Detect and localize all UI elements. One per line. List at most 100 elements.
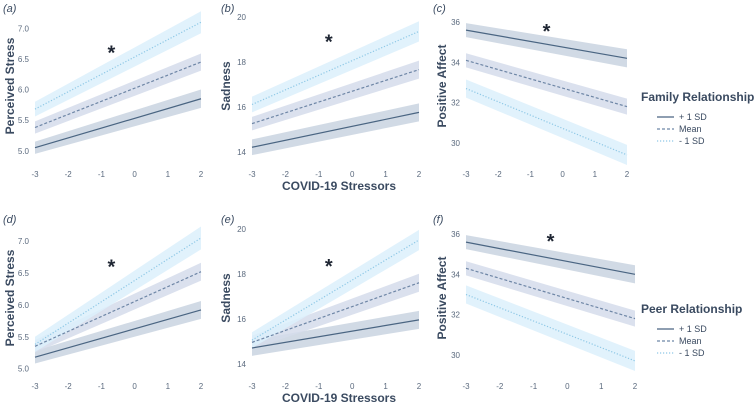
x-tick-label: 2 <box>417 382 422 391</box>
y-tick-label: 5.5 <box>18 116 30 125</box>
y-axis-label: Perceived Stress <box>3 249 17 346</box>
x-tick-label: -2 <box>282 170 290 179</box>
ci-band-mean <box>252 273 419 350</box>
y-tick-label: 30 <box>451 351 460 360</box>
y-tick-label: 16 <box>237 103 246 112</box>
x-tick-label: 0 <box>132 170 137 179</box>
series-line-mean <box>34 271 202 347</box>
x-tick-label: 2 <box>625 170 630 179</box>
series-line-minus1 <box>465 293 636 362</box>
legend-family: Family Relationship + 1 SD Mean - 1 SD <box>641 90 754 146</box>
x-tick-label: 0 <box>350 382 355 391</box>
significance-marker: * <box>325 256 333 278</box>
x-tick-label: -1 <box>527 170 535 179</box>
y-tick-label: 7.0 <box>18 24 30 33</box>
significance-marker: * <box>325 31 333 53</box>
chart-panel: (b) Sadness 14 16 18 20 -3 -2 -1 0 1 2 * <box>219 3 422 179</box>
y-tick-label: 14 <box>237 148 246 157</box>
x-tick-label: -1 <box>98 382 106 391</box>
y-tick-label: 6.0 <box>18 86 30 95</box>
series-line-minus1 <box>465 87 628 156</box>
ci-band-plus1 <box>466 235 635 284</box>
x-tick-label: -1 <box>315 382 323 391</box>
x-tick-label: 1 <box>383 382 388 391</box>
legend-title-family: Family Relationship <box>641 90 754 104</box>
x-tick-label: 1 <box>166 382 171 391</box>
x-tick-label: -3 <box>31 170 39 179</box>
ci-band-plus1 <box>466 23 627 68</box>
x-tick-label: -2 <box>65 382 73 391</box>
legend-label-minus1: - 1 SD <box>679 136 705 146</box>
x-tick-label: 0 <box>565 382 570 391</box>
y-tick-label: 32 <box>451 99 460 108</box>
x-tick-label: -1 <box>530 382 538 391</box>
x-tick-label: 0 <box>132 382 137 391</box>
series-line-plus1 <box>251 111 420 148</box>
legend-label-mean: Mean <box>679 336 702 346</box>
x-tick-label: -3 <box>31 382 39 391</box>
chart-panel: (e) Sadness 14 16 18 20 -3 -2 -1 0 1 2 * <box>219 214 422 391</box>
y-tick-label: 14 <box>237 360 246 369</box>
series-line-plus1 <box>251 319 420 349</box>
panel-label: (f) <box>433 214 444 226</box>
series-line-mean <box>251 69 420 125</box>
y-tick-label: 36 <box>451 18 460 27</box>
legend-label-mean: Mean <box>679 124 702 134</box>
shared-xlabel-top: COVID-19 Stressors <box>282 179 396 193</box>
x-tick-label: 0 <box>350 170 355 179</box>
x-tick-label: 1 <box>599 382 604 391</box>
x-tick-label: -2 <box>495 170 503 179</box>
y-tick-label: 30 <box>451 139 460 148</box>
series-line-plus1 <box>34 98 202 149</box>
x-tick-label: -3 <box>462 170 470 179</box>
series-line-plus1 <box>465 29 628 59</box>
y-tick-label: 5.0 <box>18 147 30 156</box>
significance-marker: * <box>543 21 551 43</box>
significance-marker: * <box>107 43 115 65</box>
legend-title-peer: Peer Relationship <box>641 302 742 316</box>
series-line-mean <box>465 59 628 108</box>
x-tick-label: 2 <box>199 382 204 391</box>
chart-panel: (d) Perceived Stress 5.0 5.5 6.0 6.5 7.0 -3 -2 -1… <box>3 214 204 391</box>
y-tick-label: 20 <box>237 225 246 234</box>
series-line-mean <box>251 282 420 343</box>
legend-label-plus1: + 1 SD <box>679 112 707 122</box>
y-tick-label: 32 <box>451 311 460 320</box>
x-tick-label: -1 <box>315 170 323 179</box>
ci-band-mean <box>466 53 627 115</box>
y-tick-label: 18 <box>237 270 246 279</box>
x-tick-label: 2 <box>417 170 422 179</box>
panel-label: (d) <box>3 214 17 226</box>
y-tick-label: 6.5 <box>18 55 30 64</box>
chart-panel: (a) Perceived Stress 5.0 5.5 6.0 6.5 7.0 -3 -2 -1… <box>3 3 204 179</box>
panel-label: (a) <box>3 3 17 15</box>
y-axis-label: Positive Affect <box>435 45 449 128</box>
y-tick-label: 36 <box>451 230 460 239</box>
ci-band-mean <box>35 53 201 134</box>
y-axis-label: Sadness <box>219 61 233 111</box>
x-tick-label: -3 <box>248 382 256 391</box>
series-line-mean <box>465 267 636 320</box>
y-tick-label: 5.0 <box>18 365 30 374</box>
shared-xlabel-bottom: COVID-19 Stressors <box>282 391 396 404</box>
x-tick-label: -2 <box>282 382 290 391</box>
panel-label: (c) <box>433 3 446 15</box>
significance-marker: * <box>107 256 115 278</box>
ci-band-mean <box>35 262 201 353</box>
ci-band-mean <box>252 60 419 131</box>
legend-peer: Peer Relationship + 1 SD Mean - 1 SD <box>641 302 742 358</box>
y-tick-label: 6.0 <box>18 301 30 310</box>
significance-marker: * <box>547 231 555 253</box>
y-tick-label: 34 <box>451 58 460 67</box>
y-tick-label: 16 <box>237 315 246 324</box>
series-line-minus1 <box>34 21 202 110</box>
x-tick-label: -2 <box>65 170 73 179</box>
panel-label: (b) <box>221 3 235 15</box>
x-tick-label: 1 <box>383 170 388 179</box>
series-line-minus1 <box>251 239 420 341</box>
x-tick-label: -3 <box>462 382 470 391</box>
ci-band-mean <box>466 261 635 327</box>
x-tick-label: -3 <box>248 170 256 179</box>
y-tick-label: 20 <box>237 13 246 22</box>
